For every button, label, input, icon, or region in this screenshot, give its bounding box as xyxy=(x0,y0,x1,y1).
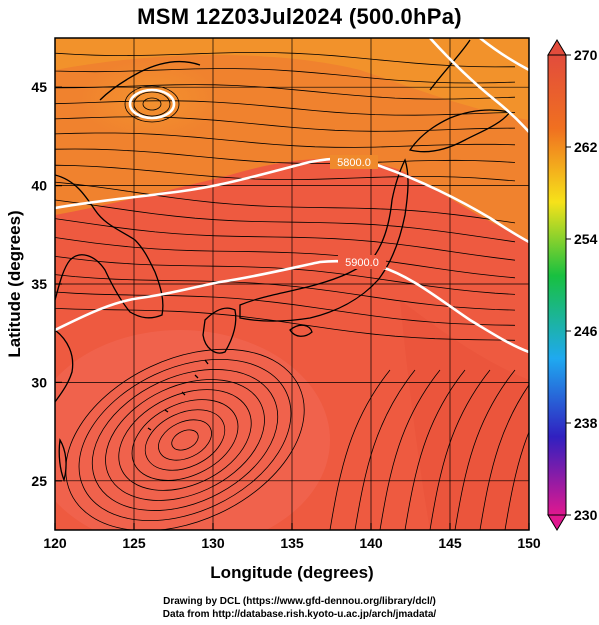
contour-label-5900: 5900.0 xyxy=(345,257,379,269)
streamline xyxy=(55,271,516,311)
streamline xyxy=(142,97,162,111)
streamline xyxy=(55,132,516,148)
colorbar-tick-label: 238 xyxy=(574,415,598,431)
streamline xyxy=(124,85,180,123)
streamline xyxy=(454,369,516,530)
x-tick-label: 150 xyxy=(517,535,541,551)
colorbar-tick-label: 246 xyxy=(574,323,598,339)
contour-5900 xyxy=(55,259,529,354)
colorbar-tick-label: 254 xyxy=(574,231,598,247)
y-tick-label: 40 xyxy=(31,178,47,194)
warm-spot xyxy=(80,60,220,140)
streamline xyxy=(55,288,516,326)
colorbar-gradient xyxy=(547,54,567,516)
streamline xyxy=(55,50,516,68)
streamline xyxy=(504,430,529,530)
y-axis-title: Latitude (degrees) xyxy=(5,210,24,357)
streamline xyxy=(55,100,516,116)
x-tick-label: 145 xyxy=(438,535,462,551)
coastlines xyxy=(55,39,512,483)
streamline xyxy=(158,419,212,461)
streamline xyxy=(105,379,265,501)
chart-title: MSM 12Z03Jul2024 (500.0hPa) xyxy=(137,4,462,29)
coast-honshu xyxy=(239,158,409,322)
streamline xyxy=(55,116,516,132)
colorbar-tick-label: 262 xyxy=(574,139,598,155)
coast-kyushu xyxy=(202,307,237,354)
streamline xyxy=(55,164,516,182)
streamline xyxy=(144,409,226,471)
streamline xyxy=(65,348,305,530)
colorbar-max-arrow xyxy=(547,39,567,56)
streamline xyxy=(55,199,516,243)
streamline xyxy=(404,369,466,530)
streamline xyxy=(55,181,516,224)
footer-credit-data: Data from http://database.rish.kyoto-u.a… xyxy=(162,609,437,620)
footer-credit-drawing: Drawing by DCL (https://www.gfd-dennou.o… xyxy=(163,596,436,607)
y-tick-label: 30 xyxy=(31,374,47,390)
map-plot-area: 5800.0 5900.0 xyxy=(55,38,529,530)
x-tick-label: 135 xyxy=(280,535,304,551)
y-tick-label: 25 xyxy=(31,473,47,489)
colorbar: 270 262 254 246 238 230 xyxy=(547,39,598,531)
colorbar-min-arrow xyxy=(547,514,567,531)
contour-northeast xyxy=(429,38,529,133)
y-tick-label: 35 xyxy=(31,276,47,292)
contour-northeast-2 xyxy=(479,38,529,72)
x-axis: 120 125 130 135 140 145 150 xyxy=(43,523,541,551)
streamline xyxy=(91,369,279,511)
streamline xyxy=(171,429,199,451)
streamline xyxy=(329,369,391,530)
coast-shikoku xyxy=(289,324,313,337)
streamline xyxy=(78,358,292,522)
coast-china xyxy=(55,329,74,403)
streamline xyxy=(429,369,491,530)
x-tick-label: 130 xyxy=(201,535,225,551)
contour-label-bg-5900 xyxy=(338,255,386,269)
x-tick-label: 120 xyxy=(43,535,67,551)
x-tick-label: 125 xyxy=(122,535,146,551)
coast-taiwan xyxy=(58,438,67,483)
contour-label-5800: 5800.0 xyxy=(337,157,371,169)
x-tick-label: 140 xyxy=(359,535,383,551)
colorbar-tick-label: 270 xyxy=(574,47,598,63)
coast-north xyxy=(99,60,201,101)
x-axis-title: Longitude (degrees) xyxy=(210,563,373,582)
streamline xyxy=(55,148,516,164)
colorbar-tick-label: 230 xyxy=(574,507,598,523)
coast-asia xyxy=(55,174,164,319)
streamlines xyxy=(55,50,529,530)
contour-label-bg-5800 xyxy=(330,155,378,169)
coast-ryukyu xyxy=(147,359,209,431)
streamline xyxy=(379,369,441,530)
contour-closed-high xyxy=(128,88,176,120)
y-axis: 25 30 35 40 45 xyxy=(31,79,62,489)
y-tick-label: 45 xyxy=(31,79,47,95)
streamline xyxy=(354,369,416,530)
warmer-region-north xyxy=(55,38,529,120)
streamline xyxy=(55,218,516,261)
coast-sakhalin xyxy=(429,39,471,91)
streamline xyxy=(479,384,529,530)
streamline xyxy=(55,237,516,279)
streamline xyxy=(55,67,516,84)
eastern-region xyxy=(400,300,529,530)
streamline xyxy=(55,254,516,295)
